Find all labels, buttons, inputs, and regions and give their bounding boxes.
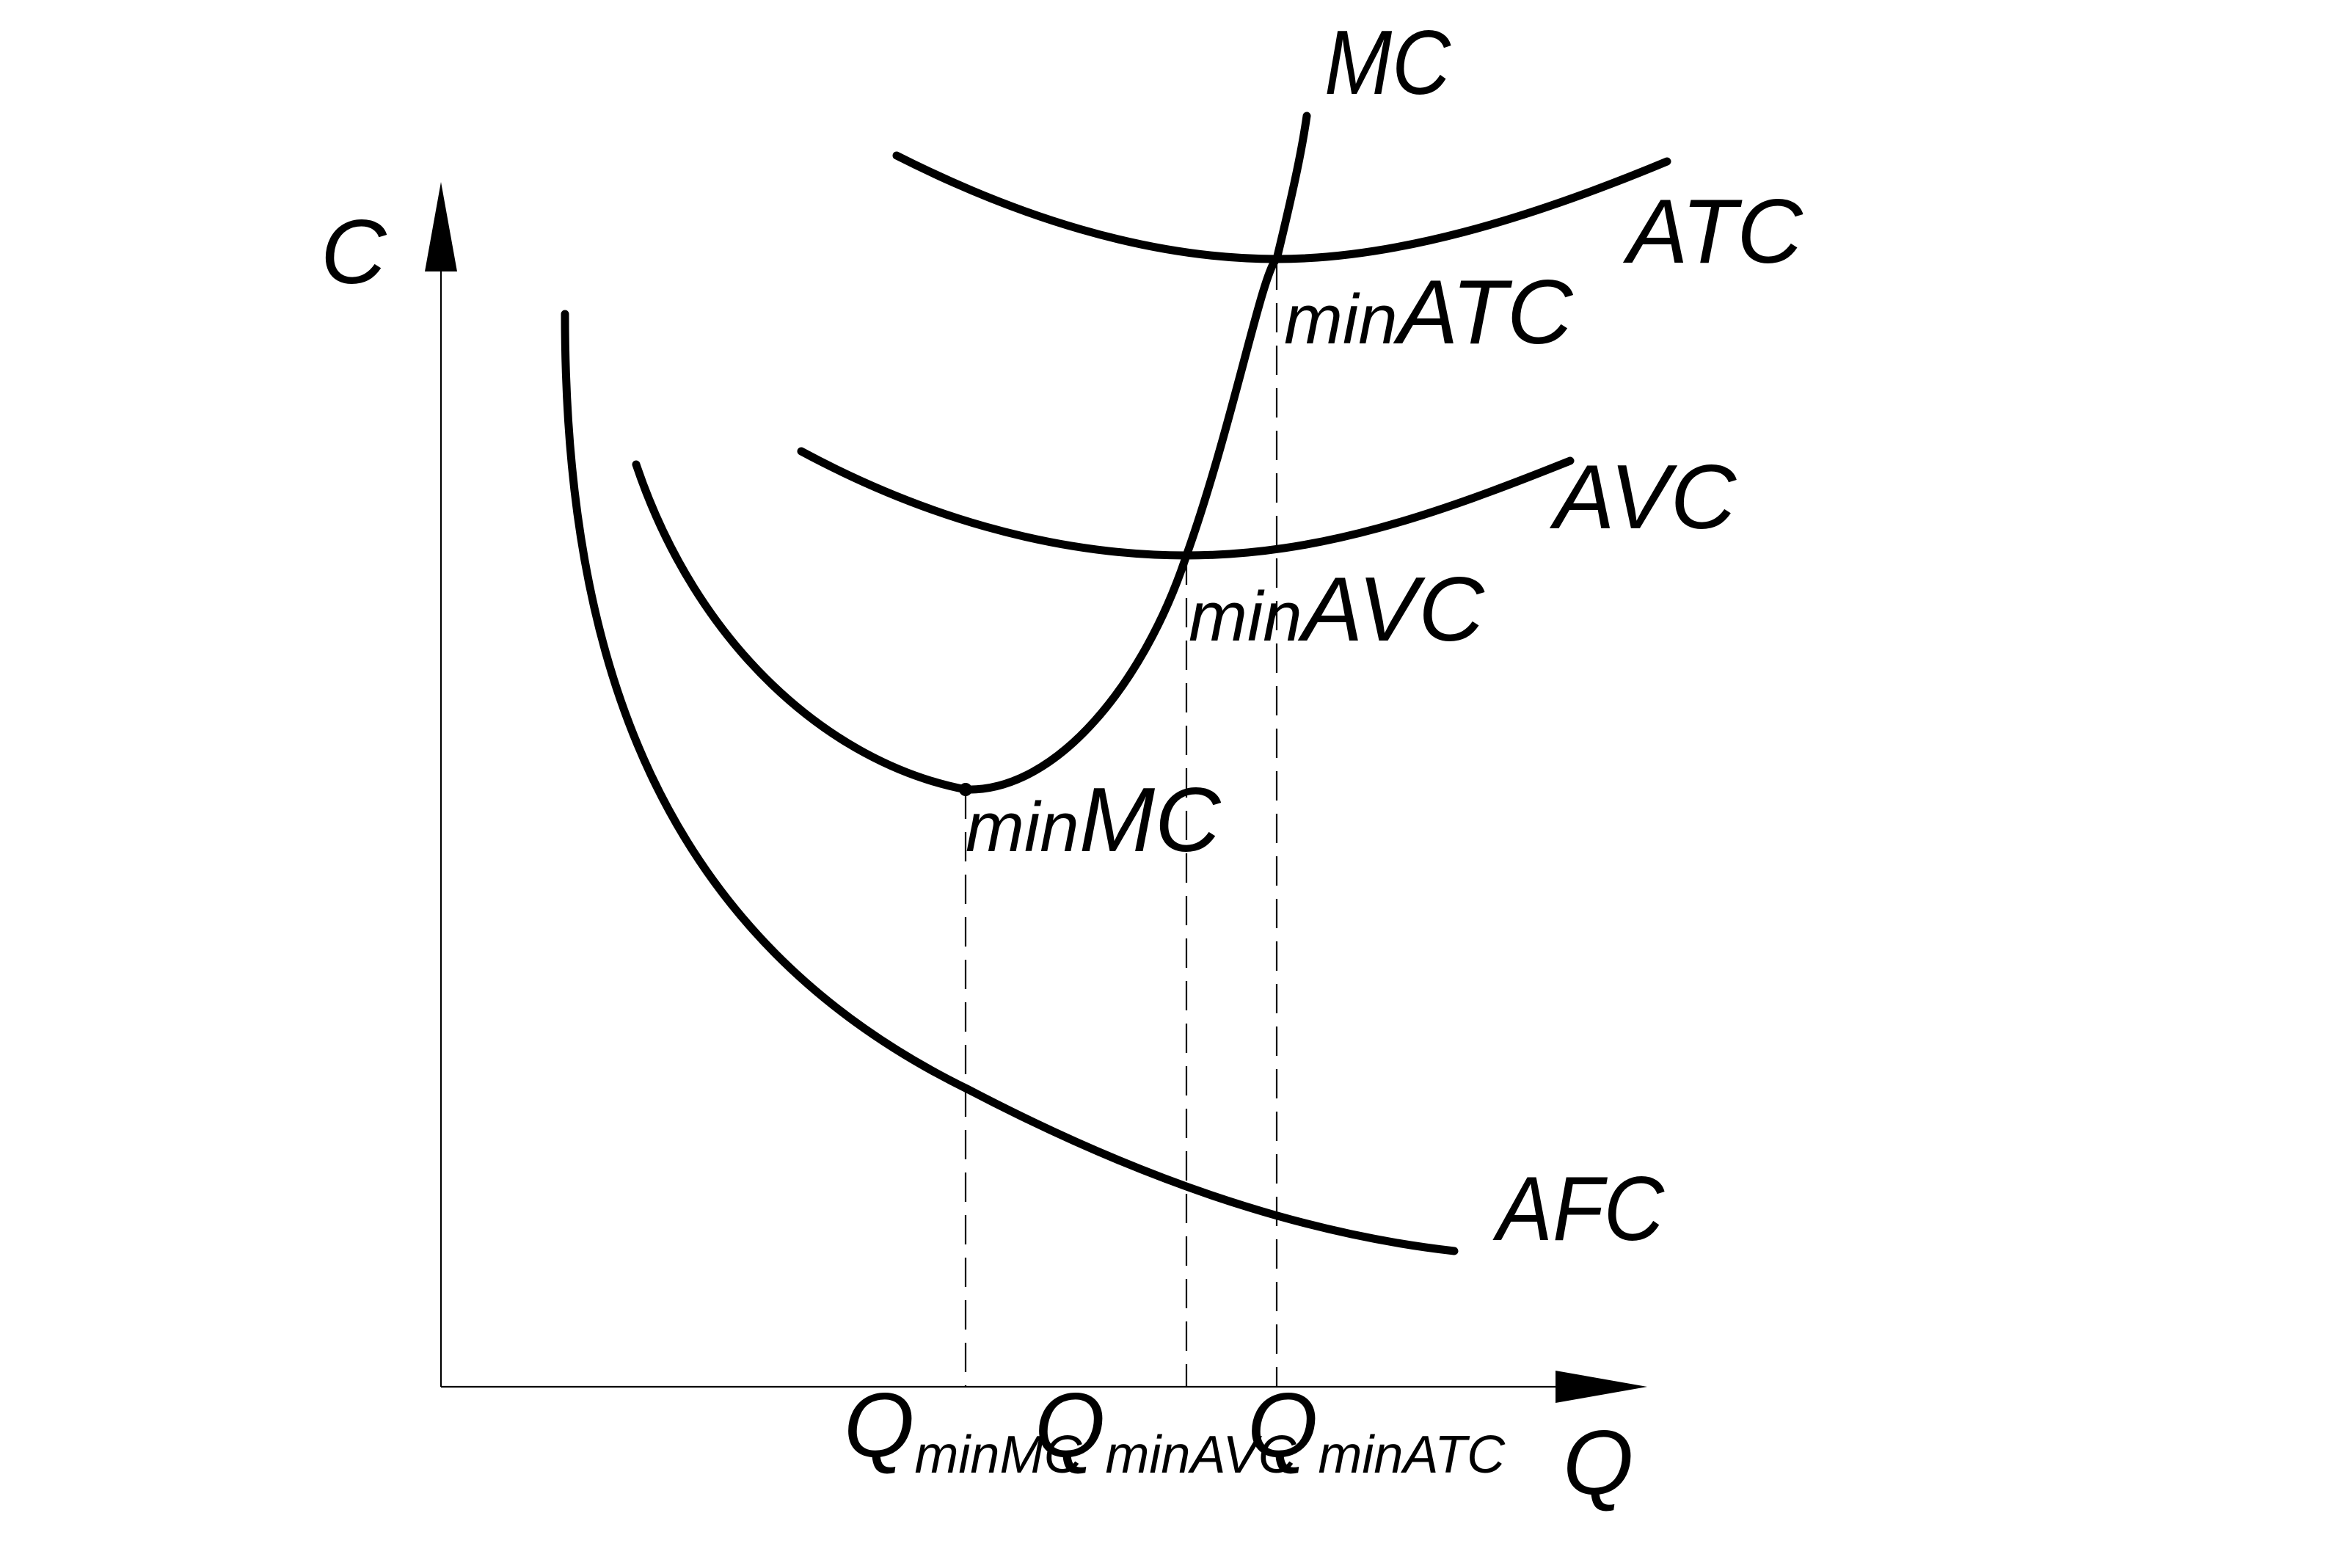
mc-curve — [632, 112, 1311, 794]
avc-curve-label: AVC — [1549, 447, 1737, 548]
atc-curve-label: ATC — [1622, 181, 1804, 282]
x-axis-arrow — [1556, 1371, 1647, 1403]
afc-curve-label: AFC — [1492, 1159, 1666, 1260]
x-axis-label: Q — [1563, 1412, 1633, 1514]
min-mc-point — [959, 783, 972, 796]
q-min-atc-tick-label: QminATC — [1247, 1375, 1506, 1484]
avc-curve — [797, 447, 1575, 560]
mc-curve-label: MC — [1324, 12, 1451, 114]
min-mc-label: minMC — [966, 770, 1222, 871]
min-atc-label: minATC — [1284, 262, 1574, 363]
min-avc-label: minAVC — [1189, 559, 1485, 660]
q-min-mc-tick-label: QminMC — [844, 1375, 1082, 1484]
atc-curve — [892, 151, 1671, 263]
y-axis-label: C — [321, 202, 387, 303]
y-axis-arrow — [425, 182, 457, 271]
q-min-avc-tick-label: QminAVC — [1035, 1375, 1297, 1484]
afc-curve — [561, 310, 1459, 1255]
